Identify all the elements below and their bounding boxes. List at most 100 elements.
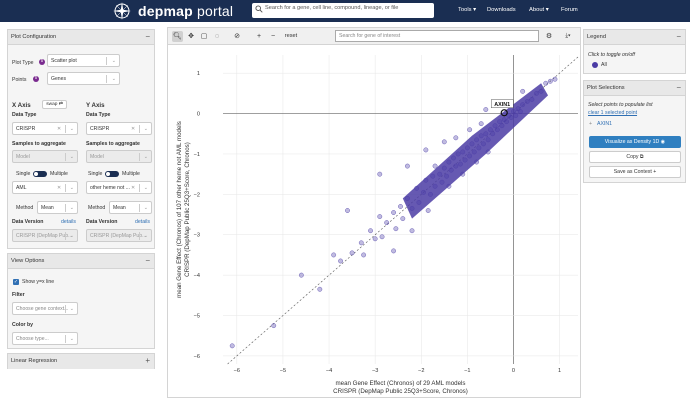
y-method-select[interactable]: Mean ⌄ [109,201,152,214]
data-point[interactable] [384,220,390,226]
data-point[interactable] [432,183,438,189]
data-point[interactable] [398,204,403,209]
data-point[interactable] [513,113,519,119]
expand-icon[interactable]: + [145,356,150,365]
selected-gene[interactable]: AXIN1 [597,121,612,127]
clear-selection-link[interactable]: clear 1 selected point [588,110,638,116]
legend-header[interactable]: Legend − [584,30,685,45]
data-point[interactable] [446,183,452,189]
view-options-header[interactable]: View Options − [8,254,154,269]
x-single-multiple-toggle[interactable] [33,171,47,177]
legend-swatch[interactable] [592,62,598,68]
gear-icon[interactable]: ⚙ [545,33,553,40]
data-point[interactable] [455,151,461,157]
data-point[interactable] [404,195,410,201]
data-point[interactable] [437,171,443,177]
data-points[interactable] [229,76,558,349]
info-icon[interactable]: i [39,59,45,65]
info-icon[interactable]: i [33,76,39,82]
data-point[interactable] [229,343,235,349]
data-point[interactable] [469,141,475,147]
collapse-icon[interactable]: − [676,83,681,92]
nav-about[interactable]: About ▾ [529,7,549,13]
data-point[interactable] [271,323,277,329]
zoom-out-icon[interactable]: − [270,33,276,40]
data-point[interactable] [478,121,484,127]
linear-regression-header[interactable]: Linear Regression + [8,354,154,369]
highlighted-point[interactable]: AXIN1 [491,99,514,117]
y-single-multiple-toggle[interactable] [105,171,119,177]
data-point[interactable] [331,252,337,258]
data-point[interactable] [462,157,468,163]
data-point[interactable] [547,78,553,84]
data-point[interactable] [421,189,427,195]
nav-tools[interactable]: Tools ▾ [458,7,477,13]
clear-icon[interactable]: ✕ [131,185,136,191]
data-point[interactable] [471,149,477,155]
x-method-select[interactable]: Mean ⌄ [37,201,78,214]
data-point[interactable] [485,137,491,143]
data-point[interactable] [391,248,397,254]
gene-search-input[interactable]: Search for gene of interest [335,30,539,42]
data-point[interactable] [464,145,470,151]
data-point[interactable] [446,159,452,165]
data-point[interactable] [409,228,415,234]
data-point[interactable] [492,123,498,129]
global-search-input[interactable]: Search for a gene, cell line, compound, … [252,3,434,18]
download-icon[interactable]: ⤓▾ [565,33,571,39]
clear-icon[interactable]: ✕ [57,185,62,191]
lasso-select-icon[interactable]: ◌ [214,33,220,40]
data-point[interactable] [453,135,459,141]
data-point[interactable] [416,199,422,205]
visualize-density-button[interactable]: Visualize as Density 1D ◉ [589,136,681,148]
legend-entry-all[interactable]: All [601,62,607,68]
data-point[interactable] [474,137,480,143]
data-point[interactable] [377,214,383,220]
data-point[interactable] [400,216,406,222]
plot-type-select[interactable]: Scatter plot ⌄ [47,54,120,67]
data-point[interactable] [430,173,436,179]
data-point[interactable] [298,272,304,278]
data-point[interactable] [451,155,456,161]
data-point[interactable] [372,236,378,242]
data-point[interactable] [409,206,415,211]
nav-downloads[interactable]: Downloads [487,7,516,13]
data-point[interactable] [391,210,397,215]
clear-icon[interactable]: ✕ [57,126,62,132]
data-point[interactable] [345,208,350,213]
data-point[interactable] [481,141,486,147]
clear-icon[interactable]: ✕ [131,126,136,132]
data-point[interactable] [423,177,429,183]
save-as-context-button[interactable]: Save as Context + [589,166,681,178]
data-point[interactable] [460,149,466,155]
data-point[interactable] [448,167,454,173]
data-point[interactable] [377,171,383,177]
points-select[interactable]: Genes ⌄ [47,72,120,85]
data-point[interactable] [441,139,447,145]
data-point[interactable] [439,179,445,185]
data-point[interactable] [520,102,526,108]
data-point[interactable] [524,99,530,104]
data-point[interactable] [338,258,344,264]
zoom-tool-icon[interactable]: 🔍︎ [172,31,183,42]
y-context-select[interactable]: other heme not ... ✕ ⌄ [86,181,152,194]
data-point[interactable] [467,153,473,159]
compass-logo-icon[interactable] [112,1,132,21]
linear-regression-panel[interactable]: Linear Regression + [7,353,155,369]
data-point[interactable] [497,119,503,125]
data-point[interactable] [467,127,473,133]
data-point[interactable] [487,127,493,133]
collapse-icon[interactable]: − [676,32,681,41]
data-point[interactable] [520,88,526,94]
data-point[interactable] [425,208,431,213]
show-line-checkbox[interactable]: ✓ [13,279,19,285]
data-point[interactable] [453,163,459,169]
data-point[interactable] [485,149,491,155]
data-point[interactable] [534,90,539,96]
data-point[interactable] [361,252,367,258]
data-point[interactable] [538,88,544,94]
data-point[interactable] [414,185,420,191]
data-point[interactable] [552,76,558,82]
brand-name[interactable]: depmap portal [138,3,233,19]
plot-configuration-header[interactable]: Plot Configuration − [8,30,154,45]
